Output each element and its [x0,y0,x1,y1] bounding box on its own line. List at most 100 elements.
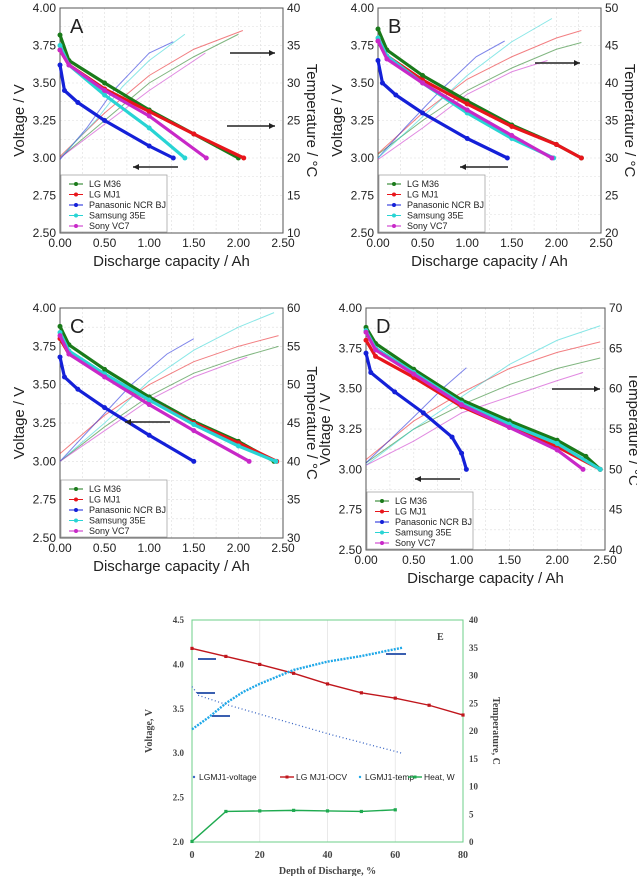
legend-marker [380,520,384,524]
voltage-point-sony-vc7 [459,402,465,408]
arrow-temperature-axis-head [574,60,580,66]
y-tick-label: 2.50 [33,226,57,240]
temperature-line-sony-vc7 [59,52,206,159]
voltage-point-sony-vc7 [57,333,63,339]
y-tick-label: 4.00 [33,1,57,15]
x-tick-label: 60 [390,850,400,861]
voltage-point-panasonic-ncr-bj [191,458,197,464]
y-tick-label: 4.00 [339,301,363,315]
y2-tick-label: 45 [609,503,623,517]
y-tick-label: 2.5 [173,793,185,803]
x-tick-label: 1.50 [500,236,524,250]
series-marker-lg-mj1-ocv [190,646,194,651]
voltage-line-sony-vc7 [376,40,553,160]
y-axis-label: Voltage, V [144,708,155,753]
x-tick-label: 2.50 [271,541,295,555]
x-tick-label: 2.00 [227,541,251,555]
y-tick-label: 3.00 [339,462,363,476]
series-line-heat-w [191,809,396,842]
y2-axis-label: Temperature / °C [625,372,637,486]
voltage-point-panasonic-ncr-bj [463,466,469,472]
voltage-point-lg-m36 [583,453,589,459]
y-tick-label: 2.75 [339,503,363,517]
voltage-point-sony-vc7 [464,107,470,113]
legend-marker [380,499,384,503]
temperature-line-panasonic-ncr-bj [365,367,467,464]
series-marker-lg-mj1-ocv [292,671,296,675]
x-tick-label: 1.00 [138,541,162,555]
y2-tick-label: 25 [605,189,619,203]
y2-tick-label: 35 [605,114,619,128]
y-axis-label: Voltage / V [317,393,334,466]
y2-tick-label: 20 [469,726,479,736]
y2-tick-label: 50 [287,378,301,392]
x-tick-label: 2.50 [593,553,617,567]
voltage-point-lg-mj1 [241,155,247,161]
temperature-line-lg-m36 [377,42,582,155]
legend-label: LG MJ1 [89,495,121,505]
legend-marker [380,541,384,545]
panel-label: E [437,632,444,643]
voltage-point-sony-vc7 [506,424,512,430]
plot-frame [59,7,284,234]
y-tick-label: 3.25 [339,422,363,436]
voltage-point-panasonic-ncr-bj [75,386,81,392]
y-tick-label: 3.50 [339,382,363,396]
y2-tick-label: 40 [287,1,301,15]
voltage-point-lg-mj1 [553,142,559,147]
y2-tick-label: 45 [605,39,619,53]
x-tick-label: 0.00 [366,236,390,250]
y-tick-label: 3.00 [33,454,57,468]
voltage-point-sony-vc7 [66,351,72,357]
arrow-voltage-axis-head [125,419,131,425]
temperature-line-lg-m36 [59,345,279,462]
y2-tick-label: 10 [287,226,301,240]
voltage-point-samsung-35e [57,43,63,48]
y-tick-label: 3.00 [33,151,57,165]
voltage-point-sony-vc7 [203,155,209,161]
x-tick-label: 1.50 [182,236,206,250]
x-tick-label: 80 [458,850,468,861]
y2-axis-label: Temperature / °C [621,64,637,178]
temperature-line-samsung-35e [365,325,601,466]
x-tick-label: 1.50 [498,553,522,567]
voltage-point-lg-mj1 [146,109,152,114]
x-tick-label: 0.50 [93,541,117,555]
panel-a: 0.00 0.50 1.00 1.50 2.00 2.50 2.50 2.75 3.00 3.25… [11,1,320,270]
legend-label: LG MJ1 [395,507,427,517]
voltage-point-panasonic-ncr-bj [146,432,152,438]
y-tick-label: 2.50 [339,543,363,557]
y2-tick-label: 25 [469,698,479,708]
y-tick-label: 2.0 [173,837,185,847]
legend-label: Panasonic NCR BJ [395,517,472,527]
series-marker-heat-w [224,809,228,814]
legend-marker [392,224,396,228]
voltage-point-sony-vc7 [246,458,252,464]
series-line-lgmj1-voltage [191,686,403,754]
x-axis-label: Discharge capacity / Ah [93,253,250,270]
voltage-point-panasonic-ncr-bj [61,88,67,93]
legend-marker [74,518,78,523]
series-marker-lg-mj1-ocv [224,654,228,659]
y2-tick-label: 30 [287,531,301,545]
series-line-lgmj1-temp [191,646,403,731]
voltage-point-sony-vc7 [580,466,586,472]
x-tick-label: 2.00 [227,236,251,250]
legend-marker [392,213,396,218]
series-marker-lg-mj1-ocv [325,682,330,686]
temperature-line-lg-mj1 [59,30,244,157]
voltage-line-samsung-35e [364,329,602,471]
voltage-line-sony-vc7 [58,334,250,463]
y2-tick-label: 30 [469,671,479,681]
plot-frame [377,7,602,234]
y-tick-label: 3.25 [33,114,57,128]
x-tick-label: 0.00 [48,541,72,555]
voltage-point-samsung-35e [597,466,603,472]
voltage-point-sony-vc7 [509,133,515,138]
y-tick-label: 3.50 [351,76,375,90]
legend-label: LG MJ1 [407,190,439,200]
y-tick-label: 3.25 [33,416,57,430]
y2-tick-label: 20 [287,151,301,165]
voltage-point-samsung-35e [554,441,560,447]
